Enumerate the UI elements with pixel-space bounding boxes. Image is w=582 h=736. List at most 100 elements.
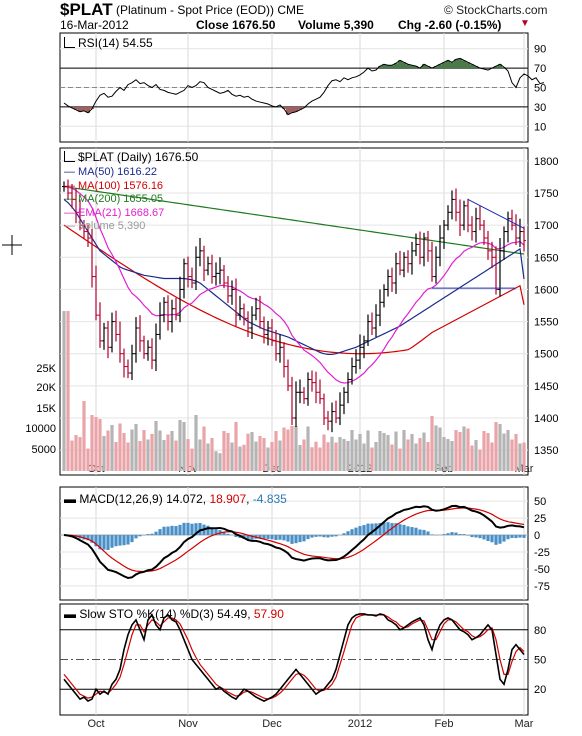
volume-bar <box>378 431 382 471</box>
volume-bar <box>406 439 410 471</box>
volume-bar <box>102 436 106 471</box>
macd-histogram-bar <box>366 523 370 536</box>
price-chart-icon <box>64 151 75 162</box>
macd-histogram-bar <box>350 529 354 536</box>
macd-histogram-bar <box>98 535 102 550</box>
volume-bar <box>238 446 242 471</box>
symbol-title: $PLAT <box>60 0 113 19</box>
volume-bar <box>310 447 314 471</box>
volume-bar <box>190 448 194 471</box>
volume-bar <box>358 434 362 471</box>
volume-bar <box>486 433 490 471</box>
macd-histogram-bar <box>346 531 350 536</box>
volume-bar <box>350 430 354 471</box>
volume-bar <box>422 432 426 471</box>
price-tick-label: 1800 <box>534 156 558 168</box>
stoch-tick-label: 20 <box>534 684 546 696</box>
volume-bar <box>150 434 154 471</box>
macd-histogram-bar <box>470 535 474 538</box>
volume-bar <box>126 442 130 471</box>
macd-tick-label: -25 <box>534 547 550 559</box>
volume-bar <box>362 443 366 471</box>
volume-bar <box>206 443 210 471</box>
volume-bar <box>254 441 258 471</box>
macd-histogram-bar <box>126 535 130 545</box>
macd-histogram-bar <box>250 535 254 540</box>
macd-histogram-bar <box>474 535 478 538</box>
volume-bar <box>222 431 226 471</box>
volume-bar <box>514 434 518 471</box>
stoch-d-line <box>63 614 525 700</box>
volume-tick-label: 10000 <box>25 423 56 435</box>
rsi-line <box>63 57 545 116</box>
rsi-tick-label: 10 <box>534 121 546 133</box>
volume-bar <box>474 440 478 471</box>
macd-histogram-bar <box>182 522 186 536</box>
price-tick-label: 1750 <box>534 188 558 200</box>
macd-histogram-bar <box>174 526 178 536</box>
volume-bar <box>386 435 390 471</box>
volume-bar <box>402 430 406 471</box>
volume-tick-label: 5000 <box>32 444 56 456</box>
macd-histogram-bar <box>462 534 466 536</box>
macd-tick-label: 25 <box>534 513 546 525</box>
volume-bar <box>118 423 122 471</box>
macd-title-prefix: MACD(12,26,9) <box>79 492 163 506</box>
volume-bar <box>382 433 386 471</box>
macd-histogram-bar <box>510 535 514 539</box>
macd-histogram-bar <box>274 535 278 541</box>
volume-bar <box>290 426 294 471</box>
macd-histogram-bar <box>326 535 330 538</box>
price-tick-label: 1400 <box>534 413 558 425</box>
macd-histogram-bar <box>134 535 138 539</box>
macd-histogram-bar <box>330 535 334 537</box>
copyright[interactable]: © StockCharts.com <box>444 3 548 17</box>
rsi-tick-label: 30 <box>534 102 546 114</box>
stoch-d-value: 57.90 <box>253 607 284 621</box>
volume-bar <box>226 433 230 471</box>
macd-title: ▬ MACD(12,26,9) 14.072, 18.907, -4.835 <box>64 492 287 506</box>
volume-bar <box>106 430 110 471</box>
macd-histogram-bar <box>378 522 382 536</box>
volume-bar <box>182 422 186 471</box>
macd-histogram-bar <box>258 535 262 539</box>
volume-bar <box>146 439 150 471</box>
legend-item: — Volume 5,390 <box>64 220 146 232</box>
stoch-tick-label: 50 <box>534 655 546 667</box>
macd-histogram-bar <box>362 525 366 536</box>
macd-histogram-bar <box>110 535 114 548</box>
macd-histogram-bar <box>466 535 470 536</box>
price-tick-label: 1700 <box>534 220 558 232</box>
price-tick-label: 1350 <box>534 445 558 457</box>
macd-histogram-bar <box>302 535 306 542</box>
macd-histogram-bar <box>226 533 230 536</box>
volume-bar <box>138 441 142 471</box>
volume-bar <box>186 439 190 471</box>
macd-histogram-bar <box>222 531 226 536</box>
macd-histogram-bar <box>102 535 106 550</box>
volume-tick-label: 20K <box>36 382 56 394</box>
volume-bar <box>158 430 162 471</box>
volume-bar <box>446 439 450 471</box>
macd-histogram-bar <box>502 535 506 542</box>
macd-histogram-bar <box>170 525 174 536</box>
volume-bar <box>346 441 350 471</box>
month-label-bottom: Nov <box>178 718 198 730</box>
macd-histogram-bar <box>262 535 266 540</box>
volume-bar <box>282 427 286 471</box>
volume-bar <box>218 453 222 471</box>
macd-histogram-bar <box>490 535 494 543</box>
volume-bar <box>66 311 70 471</box>
rsi-tick-label: 90 <box>534 44 546 56</box>
volume-bar <box>142 430 146 471</box>
volume-bar <box>410 434 414 471</box>
volume-bar <box>418 438 422 471</box>
macd-histogram-bar <box>298 535 302 543</box>
macd-histogram-bar <box>414 527 418 536</box>
macd-histogram-bar <box>314 535 318 537</box>
volume-bar <box>482 431 486 471</box>
macd-histogram-bar <box>166 526 170 536</box>
macd-histogram-bar <box>522 535 526 538</box>
volume-bar <box>466 428 470 471</box>
